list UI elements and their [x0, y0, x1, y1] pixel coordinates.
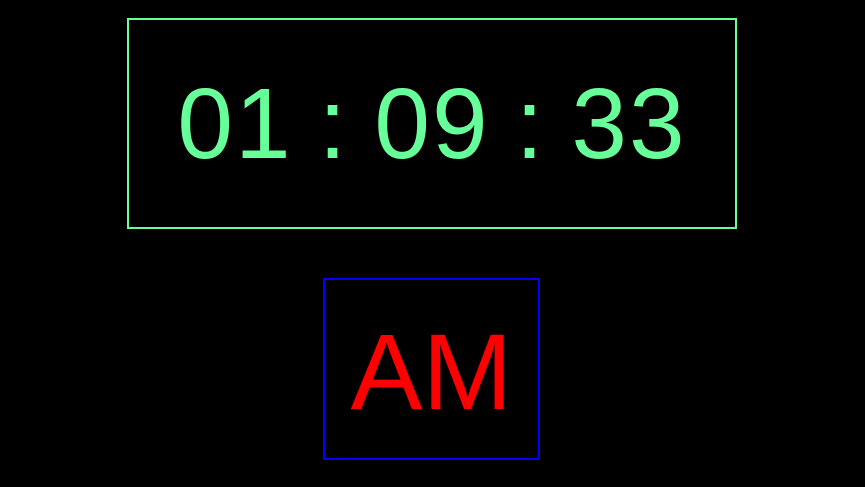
seconds-value: 33 — [571, 67, 687, 180]
period-display: AM — [323, 278, 540, 460]
hours-value: 01 — [177, 67, 293, 180]
hours-minutes-separator: : — [318, 67, 349, 180]
time-display: 01 : 09 : 33 — [127, 18, 737, 229]
minutes-value: 09 — [374, 67, 490, 180]
minutes-seconds-separator: : — [515, 67, 546, 180]
period-label: AM — [350, 311, 513, 432]
time-readout: 01 : 09 : 33 — [177, 74, 686, 174]
